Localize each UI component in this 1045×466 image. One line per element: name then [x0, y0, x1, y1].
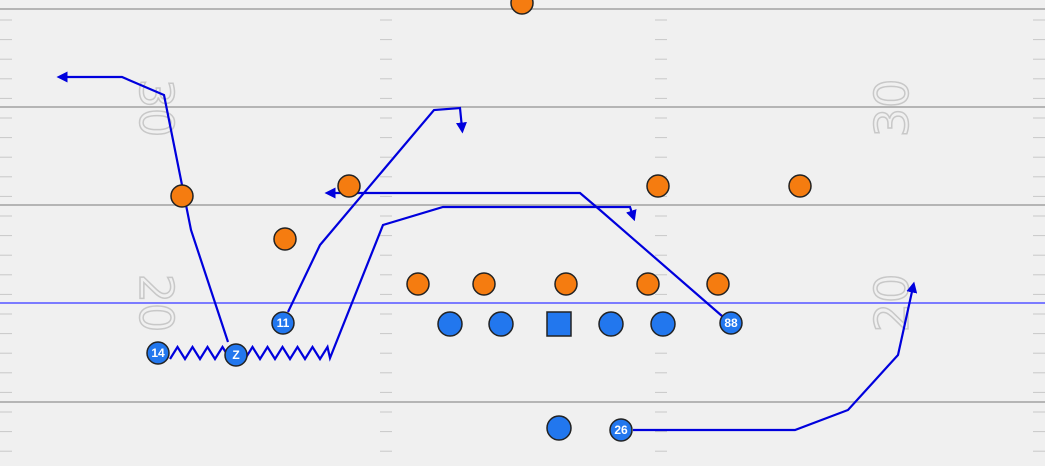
- yard-number: 20: [129, 274, 183, 333]
- player: [609, 418, 633, 442]
- player: [146, 341, 170, 365]
- quarterback: [546, 415, 572, 441]
- defender: [554, 272, 578, 296]
- player: [224, 343, 248, 367]
- defender: [510, 0, 534, 15]
- defender: [337, 174, 361, 198]
- yard-number: 30: [865, 79, 919, 138]
- defense: [170, 0, 812, 296]
- player-label: 11: [277, 316, 290, 330]
- defender: [273, 227, 297, 251]
- hash-marks: [0, 19, 1045, 452]
- lineman: [650, 311, 676, 337]
- lineman: [598, 311, 624, 337]
- route: [287, 106, 467, 313]
- offense: 14 Z 11 88 26: [146, 311, 743, 442]
- player-label: Z: [232, 348, 239, 362]
- yard-number: 30: [129, 79, 183, 138]
- route: [324, 187, 723, 317]
- player-label: 14: [151, 346, 165, 360]
- defender: [406, 272, 430, 296]
- player-label: 88: [724, 316, 738, 330]
- defender: [646, 174, 670, 198]
- defender: [706, 272, 730, 296]
- player-label: 26: [614, 423, 628, 437]
- defender: [472, 272, 496, 296]
- lineman: [488, 311, 514, 337]
- route: [169, 205, 637, 362]
- defender: [170, 184, 194, 208]
- center: [546, 311, 572, 337]
- route: [633, 281, 918, 432]
- player: [719, 311, 743, 335]
- lineman: [437, 311, 463, 337]
- routes: [56, 71, 918, 432]
- player: [271, 311, 295, 335]
- route: [56, 71, 230, 343]
- yard-number: 20: [865, 274, 919, 333]
- defender: [788, 174, 812, 198]
- defender: [636, 272, 660, 296]
